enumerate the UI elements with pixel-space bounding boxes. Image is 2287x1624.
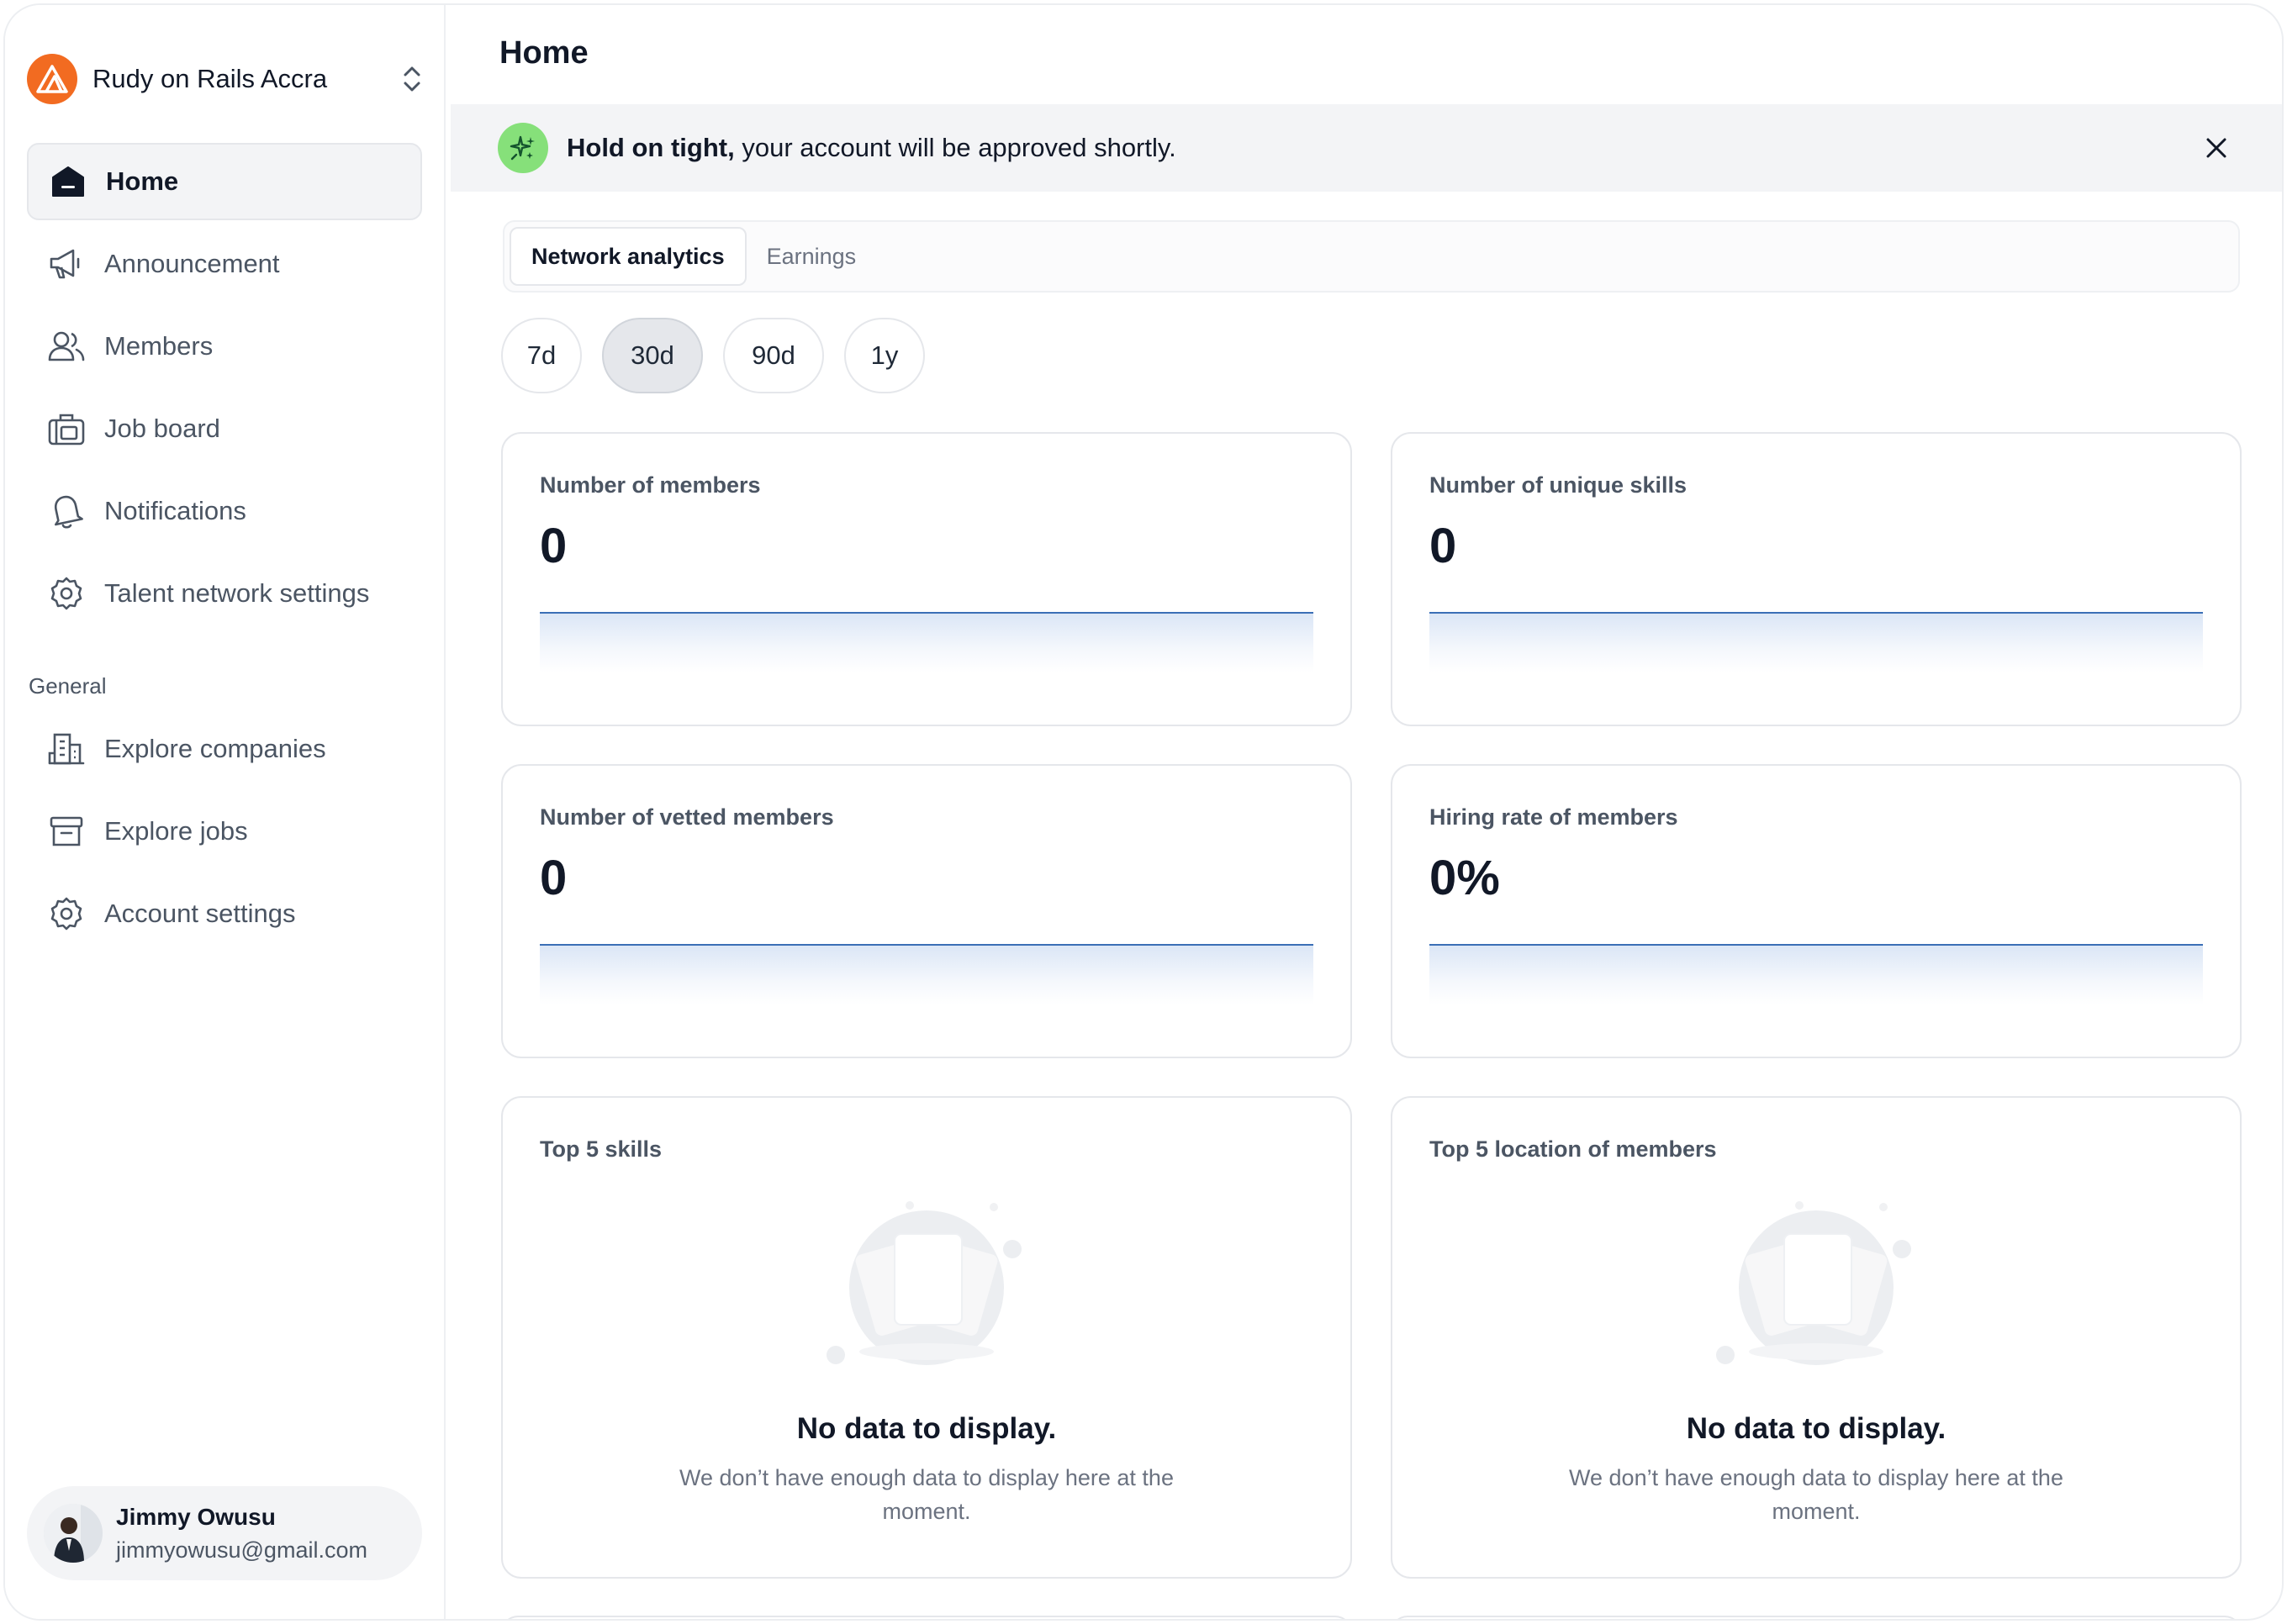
sidebar-item-label: Members [104, 331, 214, 361]
sidebar-item-label: Talent network settings [104, 578, 370, 608]
sidebar-item-label: Announcement [104, 249, 280, 278]
empty-state-illustration-icon [1707, 1197, 1925, 1382]
chevron-up-down-icon[interactable] [395, 62, 429, 96]
users-icon [47, 327, 86, 366]
banner-message: Hold on tight, your account will be appr… [567, 133, 1176, 163]
metric-label: Number of vetted members [540, 804, 834, 830]
metric-label: Number of members [540, 472, 761, 498]
user-profile-card[interactable]: Jimmy Owusu jimmyowusu@gmail.com [27, 1486, 422, 1580]
sidebar-item-label: Explore companies [104, 734, 326, 763]
sidebar-item-label: Notifications [104, 496, 246, 525]
sidebar-item-label: Home [106, 166, 179, 196]
sidebar-item-explore-jobs[interactable]: Explore jobs [27, 793, 422, 870]
metric-card-members: Number of members 0 [501, 432, 1352, 726]
org-switcher[interactable]: Rudy on Rails Accra [27, 50, 429, 108]
sidebar-item-label: Job board [104, 414, 220, 443]
sparkles-icon [498, 123, 548, 173]
range-90d-button[interactable]: 90d [723, 318, 824, 393]
sparkline-chart [1429, 944, 2203, 1004]
gear-icon [47, 894, 86, 933]
avatar [44, 1504, 103, 1563]
metric-value: 0% [1429, 851, 1500, 905]
card-title: Top 5 location of members [1429, 1136, 1717, 1162]
range-7d-button[interactable]: 7d [501, 318, 582, 393]
tab-network-analytics[interactable]: Network analytics [510, 227, 747, 286]
home-icon [49, 162, 87, 201]
metric-value: 0 [1429, 519, 1457, 573]
sparkline-chart [540, 612, 1313, 672]
metric-card-vetted-members: Number of vetted members 0 [501, 764, 1352, 1058]
main-content: Home Hold on tight, your account will be… [447, 5, 2282, 1619]
metric-value: 0 [540, 851, 568, 905]
date-range-selector: 7d 30d 90d 1y [501, 318, 925, 393]
range-30d-button[interactable]: 30d [602, 318, 703, 393]
empty-state-title: No data to display. [1686, 1412, 1946, 1445]
org-name: Rudy on Rails Accra [92, 64, 328, 93]
banner-message-rest: your account will be approved shortly. [734, 133, 1176, 162]
sidebar-item-announcement[interactable]: Announcement [27, 225, 422, 303]
metric-value: 0 [540, 519, 568, 573]
briefcase-icon [47, 409, 86, 448]
empty-state-description: We don’t have enough data to display her… [679, 1465, 1174, 1524]
tab-earnings[interactable]: Earnings [766, 243, 857, 269]
empty-state-title: No data to display. [796, 1412, 1057, 1445]
sidebar-item-explore-companies[interactable]: Explore companies [27, 710, 422, 788]
app-window: Rudy on Rails Accra Home Announcement Me… [3, 3, 2284, 1621]
sidebar: Rudy on Rails Accra Home Announcement Me… [5, 5, 446, 1619]
sparkline-chart [540, 944, 1313, 1004]
card-title: Top 5 skills [540, 1136, 663, 1162]
building-icon [47, 730, 86, 768]
sidebar-item-notifications[interactable]: Notifications [27, 472, 422, 550]
card-stub [501, 1616, 1352, 1619]
sidebar-item-job-board[interactable]: Job board [27, 390, 422, 467]
tab-bar: Network analytics Earnings [503, 220, 2240, 293]
banner-message-bold: Hold on tight, [567, 133, 735, 162]
close-icon[interactable] [2200, 131, 2233, 165]
sidebar-item-account-settings[interactable]: Account settings [27, 875, 422, 952]
user-name: Jimmy Owusu [116, 1503, 276, 1530]
empty-state-illustration-icon [817, 1197, 1036, 1382]
sidebar-item-label: Account settings [104, 899, 296, 928]
sparkline-chart [1429, 612, 2203, 672]
top-locations-card: Top 5 location of members No data to dis… [1391, 1096, 2242, 1579]
page-title: Home [499, 35, 589, 71]
megaphone-icon [47, 245, 86, 283]
gear-icon [47, 574, 86, 613]
top-skills-card: Top 5 skills No data to display. We don’… [501, 1096, 1352, 1579]
sidebar-item-label: Explore jobs [104, 816, 248, 846]
metric-label: Number of unique skills [1429, 472, 1688, 498]
metric-label: Hiring rate of members [1429, 804, 1678, 830]
section-label-general: General [29, 673, 107, 699]
bell-icon [47, 492, 86, 530]
sidebar-item-members[interactable]: Members [27, 308, 422, 385]
user-email: jimmyowusu@gmail.com [116, 1537, 367, 1563]
empty-state-description: We don’t have enough data to display her… [1569, 1465, 2063, 1524]
archive-icon [47, 812, 86, 851]
approval-banner: Hold on tight, your account will be appr… [451, 104, 2282, 192]
sidebar-item-home[interactable]: Home [27, 143, 422, 220]
metric-card-unique-skills: Number of unique skills 0 [1391, 432, 2242, 726]
sidebar-item-talent-network-settings[interactable]: Talent network settings [27, 555, 422, 632]
range-1y-button[interactable]: 1y [844, 318, 925, 393]
card-stub [1391, 1616, 2242, 1619]
metric-card-hiring-rate: Hiring rate of members 0% [1391, 764, 2242, 1058]
org-logo-icon [27, 54, 77, 104]
